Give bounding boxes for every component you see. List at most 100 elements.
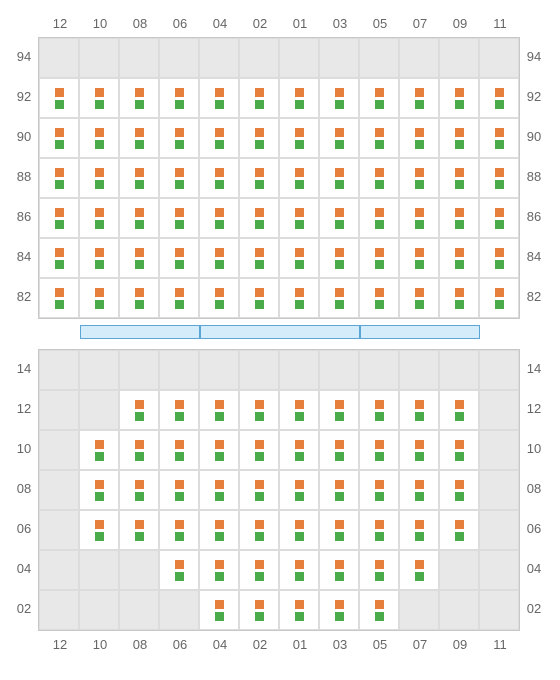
seat-cell[interactable] bbox=[239, 510, 279, 550]
seat-cell[interactable] bbox=[359, 390, 399, 430]
seat-cell[interactable] bbox=[39, 158, 79, 198]
seat-cell[interactable] bbox=[119, 78, 159, 118]
seat-cell[interactable] bbox=[439, 198, 479, 238]
seat-cell[interactable] bbox=[319, 78, 359, 118]
seat-cell[interactable] bbox=[479, 78, 519, 118]
seat-cell[interactable] bbox=[359, 198, 399, 238]
seat-cell[interactable] bbox=[119, 278, 159, 318]
seat-cell[interactable] bbox=[479, 118, 519, 158]
seat-cell[interactable] bbox=[119, 390, 159, 430]
seat-cell[interactable] bbox=[159, 390, 199, 430]
seat-cell[interactable] bbox=[159, 118, 199, 158]
seat-cell[interactable] bbox=[359, 158, 399, 198]
seat-cell[interactable] bbox=[279, 78, 319, 118]
seat-cell[interactable] bbox=[239, 390, 279, 430]
seat-cell[interactable] bbox=[479, 158, 519, 198]
seat-cell[interactable] bbox=[79, 278, 119, 318]
seat-cell[interactable] bbox=[119, 198, 159, 238]
seat-cell[interactable] bbox=[199, 430, 239, 470]
seat-cell[interactable] bbox=[159, 158, 199, 198]
seat-cell[interactable] bbox=[359, 550, 399, 590]
seat-cell[interactable] bbox=[239, 118, 279, 158]
seat-cell[interactable] bbox=[319, 238, 359, 278]
seat-cell[interactable] bbox=[279, 550, 319, 590]
seat-cell[interactable] bbox=[119, 158, 159, 198]
seat-cell[interactable] bbox=[359, 118, 399, 158]
seat-cell[interactable] bbox=[279, 510, 319, 550]
seat-cell[interactable] bbox=[239, 198, 279, 238]
seat-cell[interactable] bbox=[79, 78, 119, 118]
seat-cell[interactable] bbox=[39, 198, 79, 238]
seat-cell[interactable] bbox=[439, 390, 479, 430]
seat-cell[interactable] bbox=[119, 430, 159, 470]
seat-cell[interactable] bbox=[239, 470, 279, 510]
seat-cell[interactable] bbox=[399, 158, 439, 198]
seat-cell[interactable] bbox=[399, 470, 439, 510]
seat-cell[interactable] bbox=[79, 238, 119, 278]
seat-cell[interactable] bbox=[479, 278, 519, 318]
seat-cell[interactable] bbox=[359, 470, 399, 510]
seat-cell[interactable] bbox=[479, 198, 519, 238]
seat-cell[interactable] bbox=[199, 198, 239, 238]
seat-cell[interactable] bbox=[199, 470, 239, 510]
seat-cell[interactable] bbox=[79, 430, 119, 470]
seat-cell[interactable] bbox=[399, 278, 439, 318]
seat-cell[interactable] bbox=[79, 158, 119, 198]
seat-cell[interactable] bbox=[319, 198, 359, 238]
seat-cell[interactable] bbox=[279, 118, 319, 158]
seat-cell[interactable] bbox=[159, 470, 199, 510]
seat-cell[interactable] bbox=[159, 278, 199, 318]
seat-cell[interactable] bbox=[199, 78, 239, 118]
seat-cell[interactable] bbox=[239, 430, 279, 470]
seat-cell[interactable] bbox=[39, 278, 79, 318]
seat-cell[interactable] bbox=[79, 470, 119, 510]
seat-cell[interactable] bbox=[399, 198, 439, 238]
seat-cell[interactable] bbox=[359, 238, 399, 278]
seat-cell[interactable] bbox=[159, 78, 199, 118]
seat-cell[interactable] bbox=[399, 78, 439, 118]
seat-cell[interactable] bbox=[439, 158, 479, 198]
seat-cell[interactable] bbox=[319, 390, 359, 430]
seat-cell[interactable] bbox=[439, 238, 479, 278]
seat-cell[interactable] bbox=[239, 78, 279, 118]
seat-cell[interactable] bbox=[399, 550, 439, 590]
seat-cell[interactable] bbox=[199, 510, 239, 550]
seat-cell[interactable] bbox=[239, 550, 279, 590]
seat-cell[interactable] bbox=[439, 118, 479, 158]
seat-cell[interactable] bbox=[79, 198, 119, 238]
seat-cell[interactable] bbox=[79, 118, 119, 158]
seat-cell[interactable] bbox=[279, 198, 319, 238]
seat-cell[interactable] bbox=[439, 78, 479, 118]
seat-cell[interactable] bbox=[119, 238, 159, 278]
seat-cell[interactable] bbox=[199, 238, 239, 278]
seat-cell[interactable] bbox=[439, 470, 479, 510]
seat-cell[interactable] bbox=[239, 278, 279, 318]
seat-cell[interactable] bbox=[159, 238, 199, 278]
seat-cell[interactable] bbox=[279, 430, 319, 470]
seat-cell[interactable] bbox=[359, 510, 399, 550]
seat-cell[interactable] bbox=[319, 430, 359, 470]
seat-cell[interactable] bbox=[199, 278, 239, 318]
seat-cell[interactable] bbox=[359, 590, 399, 630]
seat-cell[interactable] bbox=[319, 118, 359, 158]
seat-cell[interactable] bbox=[159, 430, 199, 470]
seat-cell[interactable] bbox=[79, 510, 119, 550]
seat-cell[interactable] bbox=[199, 118, 239, 158]
seat-cell[interactable] bbox=[279, 238, 319, 278]
seat-cell[interactable] bbox=[399, 510, 439, 550]
seat-cell[interactable] bbox=[199, 158, 239, 198]
seat-cell[interactable] bbox=[319, 550, 359, 590]
seat-cell[interactable] bbox=[159, 550, 199, 590]
seat-cell[interactable] bbox=[119, 510, 159, 550]
seat-cell[interactable] bbox=[119, 470, 159, 510]
seat-cell[interactable] bbox=[319, 278, 359, 318]
seat-cell[interactable] bbox=[119, 118, 159, 158]
seat-cell[interactable] bbox=[279, 390, 319, 430]
seat-cell[interactable] bbox=[199, 390, 239, 430]
seat-cell[interactable] bbox=[359, 278, 399, 318]
seat-cell[interactable] bbox=[239, 238, 279, 278]
seat-cell[interactable] bbox=[279, 470, 319, 510]
seat-cell[interactable] bbox=[439, 510, 479, 550]
seat-cell[interactable] bbox=[439, 278, 479, 318]
seat-cell[interactable] bbox=[399, 118, 439, 158]
